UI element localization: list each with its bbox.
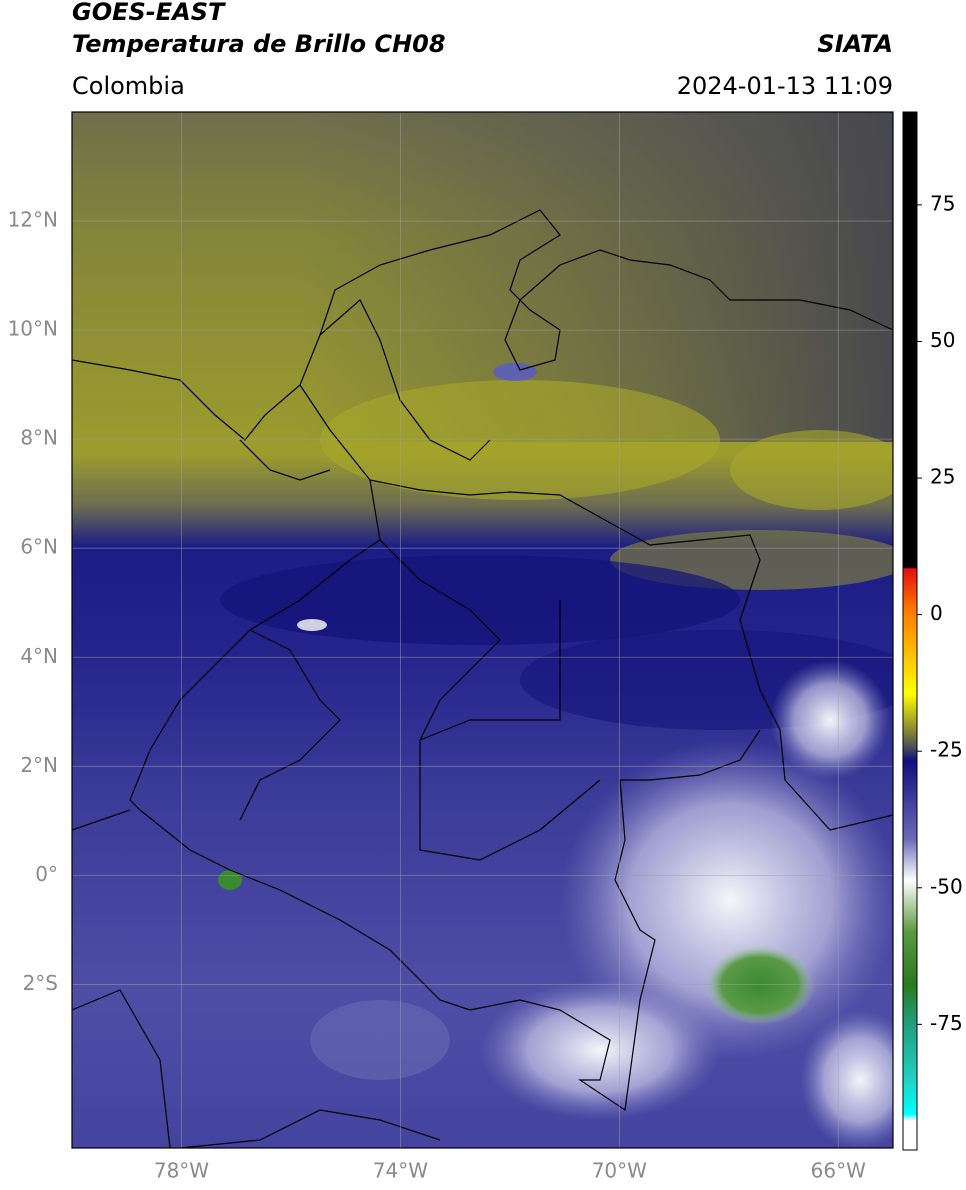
colorbar-tick-label: 75 [930,191,955,215]
y-tick-label: 2°S [23,971,58,995]
y-tick-label: 2°N [20,753,58,777]
x-tick-label: 70°W [592,1159,647,1183]
satellite-image [72,112,893,1148]
map-frame [71,111,894,1149]
y-tick-label: 6°N [20,535,58,559]
colorbar-tick-label: 25 [930,465,955,489]
x-tick-label: 78°W [154,1159,209,1183]
x-tick-label: 74°W [373,1159,428,1183]
title: Temperatura de Brillo CH08 [72,30,446,58]
colorbar [902,111,918,1151]
y-tick-label: 10°N [8,317,58,341]
colorbar-tick-label: -75 [930,1011,963,1035]
y-tick-label: 0° [35,862,58,886]
colorbar-tick-label: -50 [930,874,963,898]
y-tick-label: 12°N [8,208,58,232]
colorbar-tick-label: 0 [930,601,943,625]
source: SIATA [817,30,893,58]
y-tick-label: 4°N [20,644,58,668]
colorbar-tick-label: -25 [930,738,963,762]
title: GOES-EAST [72,0,226,26]
datetime: 2024-01-13 11:09 [677,72,893,100]
colorbar-tick-label: 50 [930,328,955,352]
x-tick-label: 66°W [811,1159,866,1183]
region: Colombia [72,72,185,100]
y-tick-label: 8°N [20,426,58,450]
